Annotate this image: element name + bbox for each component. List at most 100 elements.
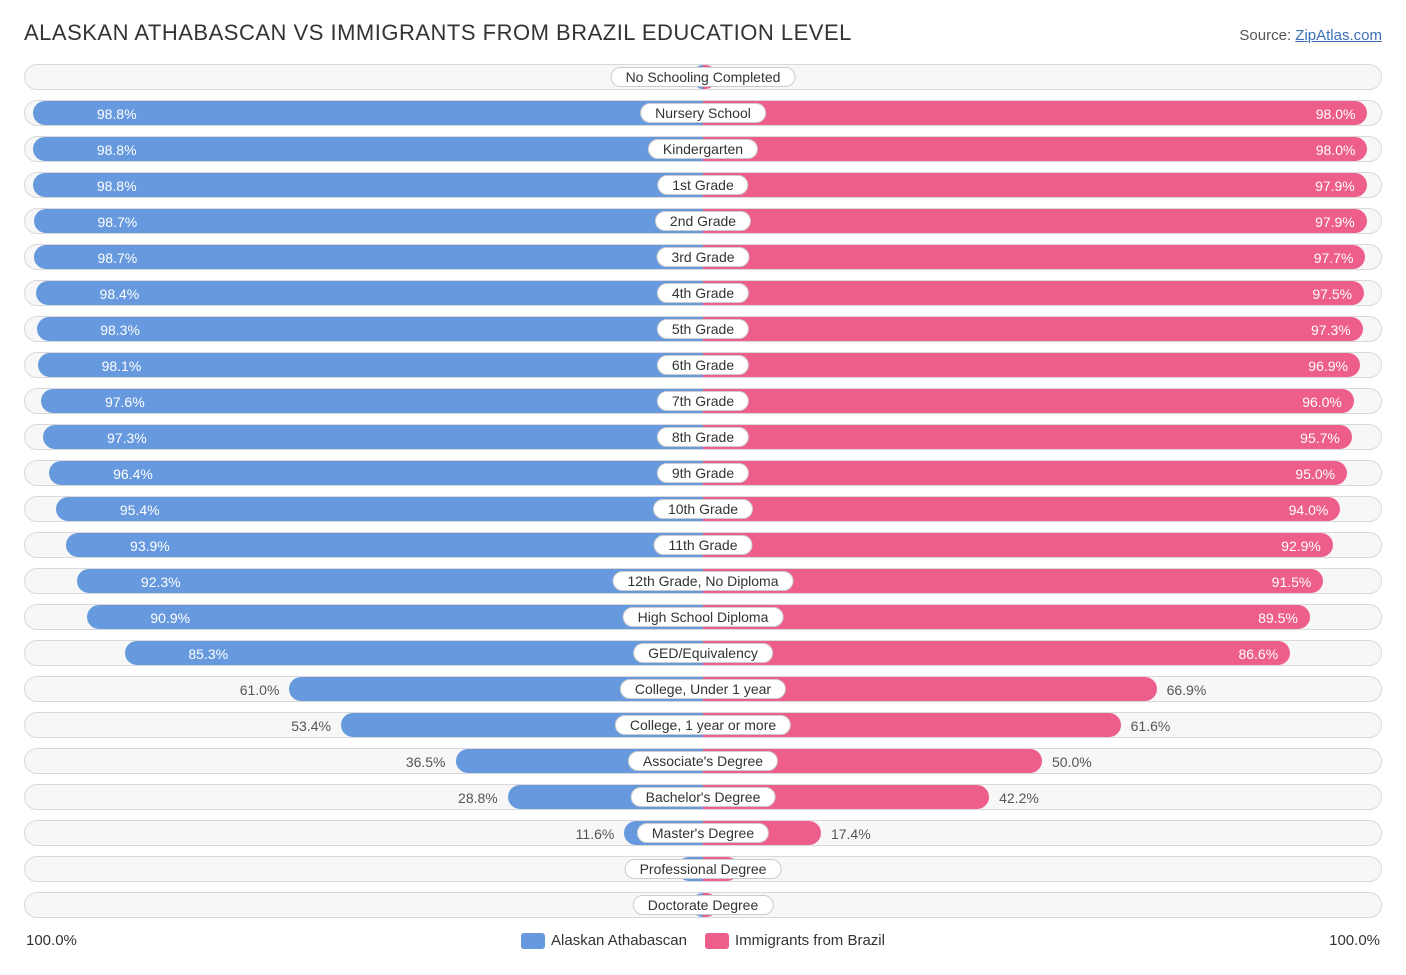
value-right: 89.5% — [1258, 605, 1310, 631]
value-right: 96.9% — [1308, 353, 1360, 379]
category-pill: 5th Grade — [657, 319, 749, 339]
bar-right — [703, 605, 1310, 629]
bar-row: 98.8% 97.9% 1st Grade — [24, 172, 1382, 198]
category-pill: Master's Degree — [637, 823, 769, 843]
value-right: 50.0% — [1042, 749, 1092, 775]
category-pill: Doctorate Degree — [633, 895, 774, 915]
bar-row: 36.5% 50.0% Associate's Degree — [24, 748, 1382, 774]
value-right: 97.7% — [1314, 245, 1366, 271]
bar-row: 98.1% 96.9% 6th Grade — [24, 352, 1382, 378]
bar-row: 93.9% 92.9% 11th Grade — [24, 532, 1382, 558]
bar-right — [703, 281, 1364, 305]
category-pill: 3rd Grade — [656, 247, 749, 267]
bar-right — [703, 533, 1333, 557]
value-right: 92.9% — [1281, 533, 1333, 559]
category-pill: 8th Grade — [657, 427, 749, 447]
value-right: 42.2% — [989, 785, 1039, 811]
category-pill: 9th Grade — [657, 463, 749, 483]
bar-row: 92.3%91.5%12th Grade, No Diploma — [24, 568, 1382, 594]
bar-row: 96.4%95.0%9th Grade — [24, 460, 1382, 486]
bar-right — [703, 173, 1367, 197]
category-pill: College, 1 year or more — [615, 715, 791, 735]
bar-row: 61.0% 66.9% College, Under 1 year — [24, 676, 1382, 702]
bar-row: 95.4%94.0%10th Grade — [24, 496, 1382, 522]
value-right: 61.6% — [1121, 713, 1171, 739]
value-right: 97.9% — [1315, 173, 1367, 199]
value-right: 97.9% — [1315, 209, 1367, 235]
bar-row: 1.7%2.2%Doctorate Degree — [24, 892, 1382, 918]
category-pill: 6th Grade — [657, 355, 749, 375]
category-pill: Associate's Degree — [628, 751, 778, 771]
value-right: 17.4% — [821, 821, 871, 847]
value-left: 98.4% — [88, 281, 140, 307]
legend-item-right: Immigrants from Brazil — [705, 928, 885, 954]
bar-row: 3.8%5.3%Professional Degree — [24, 856, 1382, 882]
category-pill: No Schooling Completed — [611, 67, 796, 87]
bar-row: 85.3% 86.6% GED/Equivalency — [24, 640, 1382, 666]
category-pill: High School Diploma — [623, 607, 784, 627]
value-right: 98.0% — [1316, 137, 1368, 163]
bar-row: 97.3%95.7%8th Grade — [24, 424, 1382, 450]
bar-row: 98.7% 97.7% 3rd Grade — [24, 244, 1382, 270]
bar-right — [703, 101, 1367, 125]
value-right: 86.6% — [1238, 641, 1290, 667]
axis-left-max: 100.0% — [26, 928, 77, 954]
value-right: 97.3% — [1311, 317, 1363, 343]
bar-right — [703, 569, 1323, 593]
value-left: 98.8% — [85, 173, 137, 199]
value-left: 98.1% — [90, 353, 142, 379]
category-pill: Kindergarten — [648, 139, 758, 159]
bar-row: 98.7%97.9%2nd Grade — [24, 208, 1382, 234]
bar-row: 98.8% 98.0% Kindergarten — [24, 136, 1382, 162]
category-pill: 11th Grade — [653, 535, 752, 555]
source-label: Source: — [1239, 27, 1291, 44]
value-left: 93.9% — [118, 533, 170, 559]
value-left: 95.4% — [108, 497, 160, 523]
value-right: 97.5% — [1312, 281, 1364, 307]
legend-item-left: Alaskan Athabascan — [521, 928, 687, 954]
value-left: 98.8% — [85, 101, 137, 127]
value-left: 98.7% — [86, 245, 138, 271]
legend-swatch-right — [705, 933, 729, 949]
value-left: 98.8% — [85, 137, 137, 163]
bar-row: 11.6% 17.4% Master's Degree — [24, 820, 1382, 846]
legend-label-left: Alaskan Athabascan — [551, 928, 687, 954]
category-pill: 12th Grade, No Diploma — [613, 571, 794, 591]
value-left: 85.3% — [176, 641, 228, 667]
value-right: 66.9% — [1157, 677, 1207, 703]
chart-source: Source: ZipAtlas.com — [1239, 27, 1382, 44]
category-pill: GED/Equivalency — [633, 643, 773, 663]
diverging-bar-chart: 1.5%2.1%No Schooling Completed 98.8% 98.0%… — [24, 64, 1382, 918]
value-left: 11.6% — [576, 821, 625, 847]
bar-right — [703, 461, 1347, 485]
category-pill: 4th Grade — [657, 283, 749, 303]
bar-right — [703, 353, 1360, 377]
bar-row: 90.9%89.5%High School Diploma — [24, 604, 1382, 630]
value-left: 92.3% — [129, 569, 181, 595]
category-pill: College, Under 1 year — [620, 679, 786, 699]
bar-right — [703, 389, 1354, 413]
axis-right-max: 100.0% — [1329, 928, 1380, 954]
value-left: 36.5% — [406, 749, 456, 775]
category-pill: 7th Grade — [657, 391, 749, 411]
value-right: 98.0% — [1316, 101, 1368, 127]
value-left: 98.3% — [88, 317, 140, 343]
bar-row: 1.5%2.1%No Schooling Completed — [24, 64, 1382, 90]
value-left: 53.4% — [291, 713, 341, 739]
bar-right — [703, 641, 1290, 665]
category-pill: 1st Grade — [657, 175, 748, 195]
axis-legend-row: 100.0% Alaskan Athabascan Immigrants fro… — [24, 928, 1382, 954]
value-left: 96.4% — [101, 461, 153, 487]
legend: Alaskan Athabascan Immigrants from Brazi… — [521, 928, 885, 954]
source-link[interactable]: ZipAtlas.com — [1295, 27, 1382, 44]
category-pill: Professional Degree — [625, 859, 782, 879]
bar-row: 98.4% 97.5% 4th Grade — [24, 280, 1382, 306]
value-left: 61.0% — [240, 677, 290, 703]
category-pill: Bachelor's Degree — [631, 787, 776, 807]
bar-right — [703, 209, 1367, 233]
category-pill: 2nd Grade — [655, 211, 751, 231]
category-pill: 10th Grade — [653, 499, 753, 519]
legend-swatch-left — [521, 933, 545, 949]
chart-header: ALASKAN ATHABASCAN VS IMMIGRANTS FROM BR… — [24, 20, 1382, 46]
bar-row: 53.4% 61.6% College, 1 year or more — [24, 712, 1382, 738]
